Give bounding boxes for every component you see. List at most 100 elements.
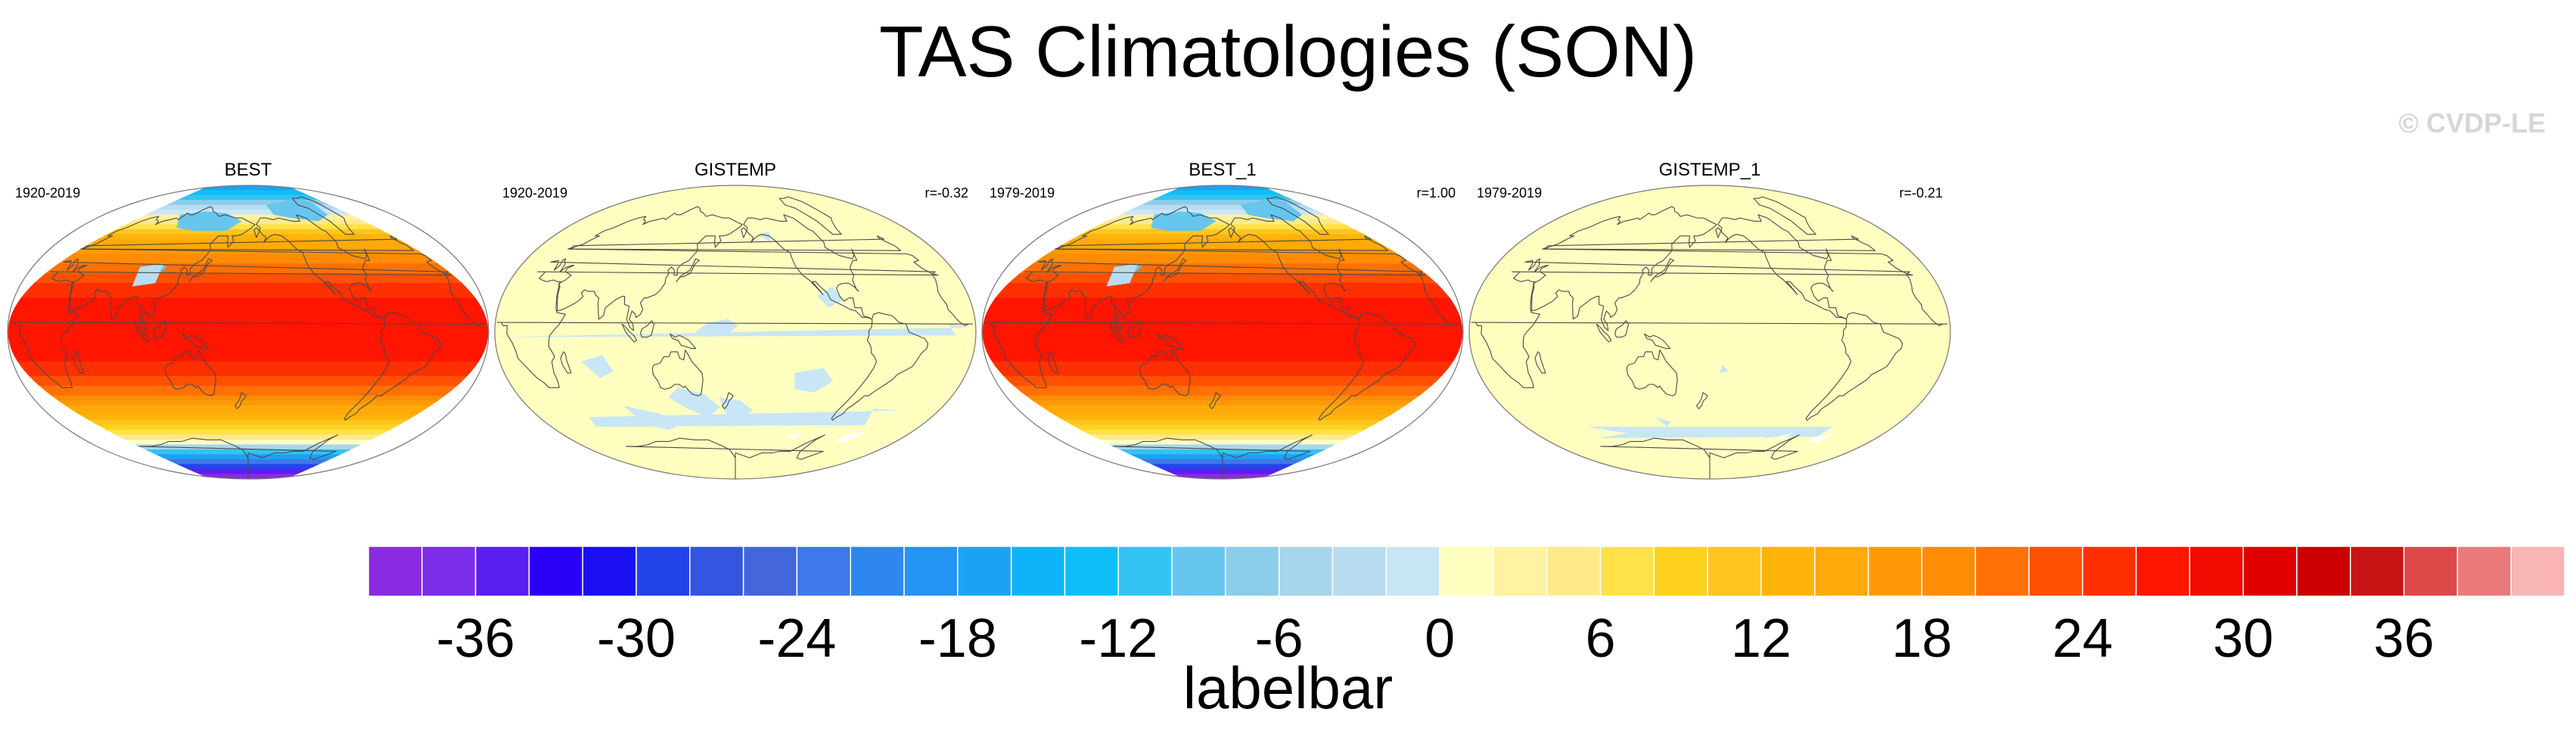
panel-title: BEST_1 <box>1189 160 1257 180</box>
colorbar-box <box>1225 546 1280 597</box>
panel-period: 1920-2019 <box>15 185 81 201</box>
anomaly-patch <box>759 231 770 243</box>
panel-correlation: r=-0.21 <box>1899 185 1943 201</box>
colorbar-box <box>742 546 798 597</box>
coastline <box>1127 320 1142 338</box>
map-panel-best: BEST 1920-2019 <box>6 155 490 480</box>
watermark: © CVDP-LE <box>2398 107 2546 138</box>
coastline <box>1156 333 1184 350</box>
missing-data-patch <box>834 431 866 443</box>
colorbar-box <box>796 546 851 597</box>
coastline <box>621 323 638 343</box>
colorbar-tick-label: -12 <box>1079 608 1157 669</box>
coastline <box>1805 312 1903 421</box>
coastline <box>983 271 1461 388</box>
colorbar-tick-label: 24 <box>2052 608 2113 669</box>
map-outline <box>981 185 1464 480</box>
panel-title: GISTEMP_1 <box>1658 160 1761 180</box>
coastline <box>153 320 168 338</box>
colorbar-tick-label: 6 <box>1585 608 1615 669</box>
colorbar-box <box>1117 546 1173 597</box>
cold-region <box>1151 211 1217 232</box>
colorbar-box <box>850 546 905 597</box>
coastline <box>831 312 929 421</box>
coastline <box>1600 434 1800 479</box>
coastline <box>138 434 338 479</box>
coastline <box>343 312 442 421</box>
coastline <box>676 258 700 282</box>
anomaly-patch <box>1655 417 1671 427</box>
colorbar-box <box>1813 546 1869 597</box>
coastline <box>1717 214 1847 320</box>
map-best <box>7 185 489 480</box>
coastline <box>1108 323 1125 343</box>
colorbar-tick-label: -30 <box>597 608 676 669</box>
colorbar-label: labelbar <box>1182 655 1394 721</box>
colorbar-box <box>2082 546 2137 597</box>
colorbar-box <box>1332 546 1387 597</box>
coastline <box>1650 258 1674 282</box>
colorbar-box <box>1867 546 1923 597</box>
colorbar-box <box>1493 546 1548 597</box>
colorbar-box <box>2510 546 2565 597</box>
colorbar-box <box>1439 546 1494 597</box>
colorbar-box <box>1171 546 1226 597</box>
colorbar-box <box>474 546 530 597</box>
coastline <box>253 227 260 238</box>
coastline <box>778 196 842 235</box>
colorbar-box <box>957 546 1012 597</box>
coastline <box>182 333 210 350</box>
map-gistemp-1 <box>1468 185 1951 480</box>
coastline <box>640 320 655 338</box>
colorbar-box <box>1921 546 1976 597</box>
map-panel-gistemp: GISTEMP 1920-2019 r=-0.32 <box>493 155 977 480</box>
anomaly-patch <box>1720 365 1729 373</box>
anomaly-patch <box>589 409 901 427</box>
colorbar-tick-label: 18 <box>1891 608 1952 669</box>
colorbar-box <box>1975 546 2030 597</box>
tibet-region <box>1106 263 1139 287</box>
colorbar-box <box>1707 546 1762 597</box>
coastline <box>80 235 415 251</box>
coastline <box>741 227 747 238</box>
coastline <box>1318 312 1416 421</box>
colorbar-box <box>528 546 583 597</box>
colorbar-box <box>903 546 959 597</box>
coastline <box>63 206 449 331</box>
map-outline <box>494 185 977 480</box>
coastline <box>1542 235 1876 251</box>
colorbar-box <box>1653 546 1708 597</box>
colorbar-tick-label: 36 <box>2374 608 2435 669</box>
coastline <box>1753 196 1816 235</box>
coastline <box>496 271 974 388</box>
colorbar-box <box>2350 546 2405 597</box>
colorbar-box <box>2296 546 2351 597</box>
coastline <box>1695 392 1708 409</box>
map-outline <box>7 185 489 480</box>
coastline <box>1208 392 1221 409</box>
coastline <box>550 206 936 331</box>
figure-title: TAS Climatologies (SON) <box>878 11 1698 92</box>
coastline <box>560 351 572 374</box>
map-best-1 <box>981 185 1464 480</box>
colorbar-tick-label: 0 <box>1425 608 1455 669</box>
colorbar-box <box>1760 546 1816 597</box>
cold-region <box>266 198 328 222</box>
coastline <box>1139 350 1191 396</box>
coastline <box>721 392 734 409</box>
colorbar-box <box>689 546 744 597</box>
coastline <box>1113 434 1313 479</box>
colorbar-tick-label: -24 <box>757 608 836 669</box>
coastline <box>164 350 216 396</box>
colorbar-box <box>368 546 423 597</box>
coastline <box>1596 323 1612 343</box>
coastline <box>188 258 213 282</box>
anomaly-patch <box>1634 430 1647 437</box>
colorbar-tick-label: -36 <box>437 608 515 669</box>
coastline <box>1228 227 1235 238</box>
panel-period: 1979-2019 <box>990 185 1055 201</box>
tibet-region <box>132 263 164 287</box>
map-panel-best-1: BEST_1 1979-2019 r=1.00 <box>980 155 1465 480</box>
coastline <box>1047 351 1059 374</box>
coastline <box>1055 235 1389 251</box>
